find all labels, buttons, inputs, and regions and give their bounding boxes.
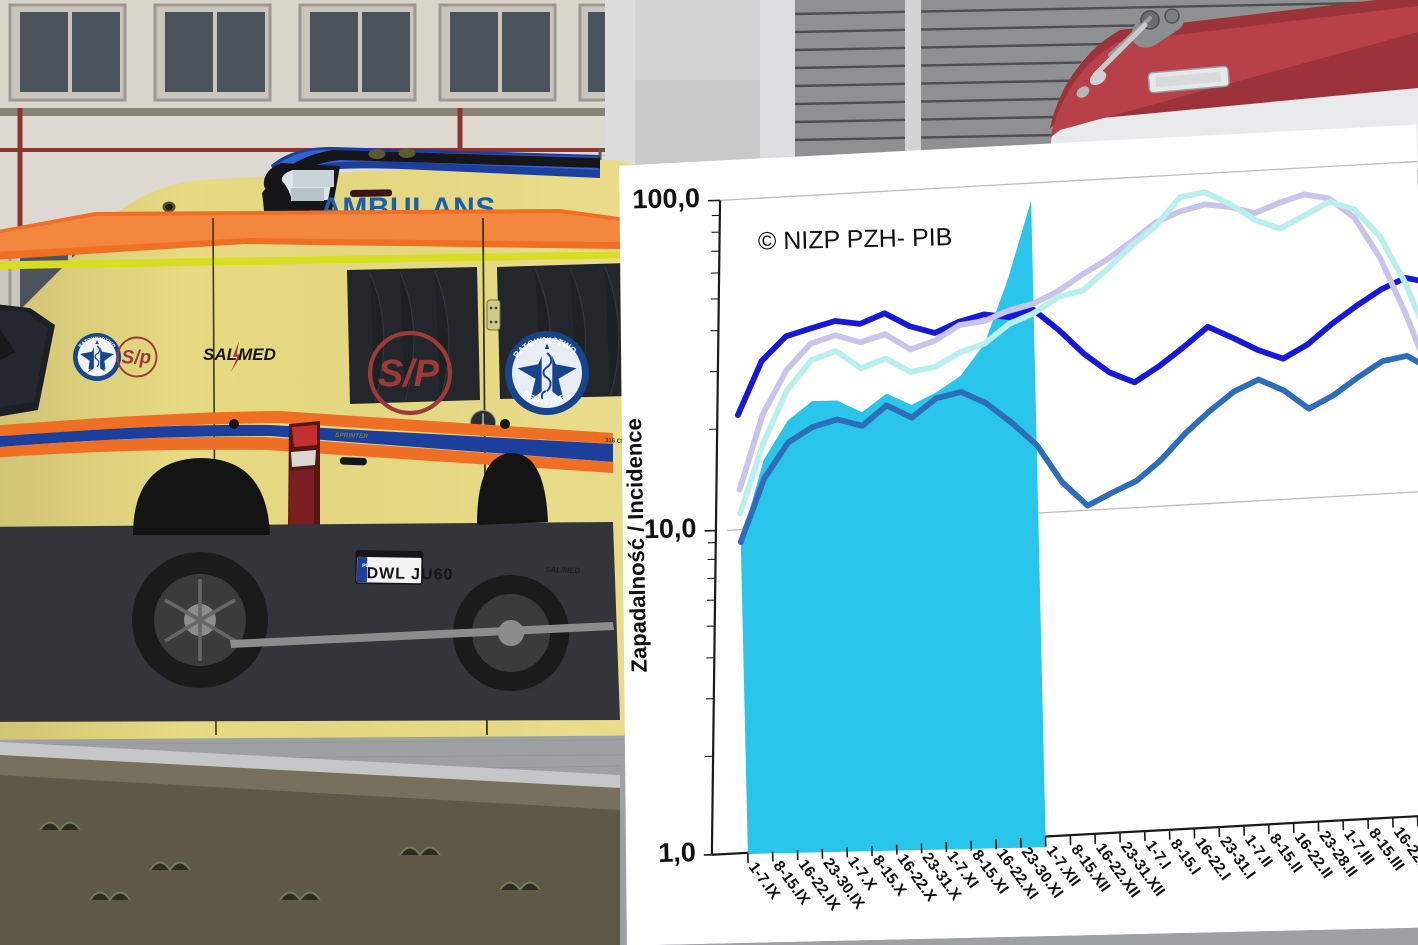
svg-text:© NIZP PZH- PIB: © NIZP PZH- PIB <box>758 223 953 255</box>
svg-text:100,0: 100,0 <box>632 183 700 215</box>
svg-text:1,0: 1,0 <box>658 837 696 868</box>
svg-text:10,0: 10,0 <box>644 513 697 544</box>
